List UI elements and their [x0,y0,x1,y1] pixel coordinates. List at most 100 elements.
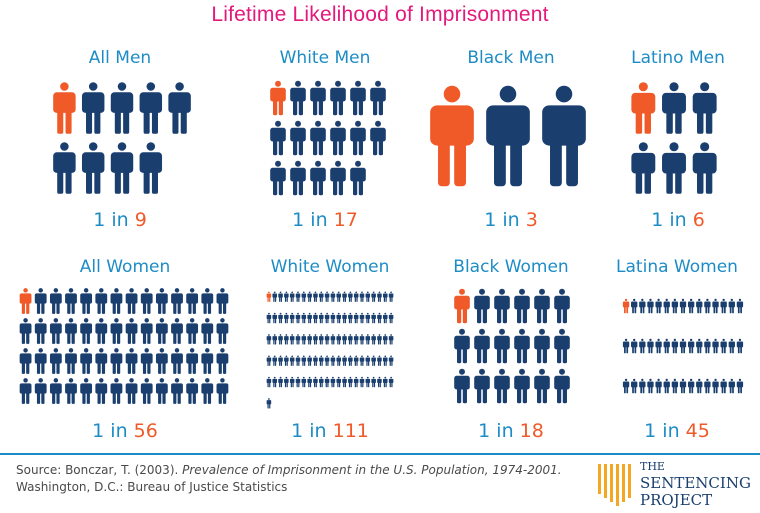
person-icon-group-5 [289,355,295,366]
chart-title: Lifetime Likelihood of Imprisonment [211,3,549,26]
person-icon-group-5 [295,291,301,302]
person-icon-group-5 [342,334,347,345]
person-icon-group-5 [266,398,272,409]
person-icon-group-5 [313,334,318,345]
person-icon-group-4 [155,288,168,314]
person-icon-group-5 [371,291,376,302]
person-icon-group-5 [336,312,341,324]
person-icon-group-5 [388,312,394,324]
person-icon-group-5 [272,355,277,366]
pictogram-area [19,80,744,409]
person-icon-group-5 [377,334,382,345]
logo-text-the: THE [640,460,665,473]
person-icon-group-5 [266,334,272,345]
person-icon-group-1 [350,120,366,156]
person-icon-group-5 [353,312,359,324]
person-icon-group-5 [371,376,376,388]
person-icon-group-5 [359,376,365,388]
person-icon-group-6 [494,368,510,404]
person-icon-group-6 [534,368,550,404]
person-icon-group-5 [284,334,289,345]
person-icon-group-5 [383,291,388,302]
person-icon-group-5 [307,355,312,366]
person-icon-group-7 [679,298,687,314]
person-icon-group-1 [290,160,306,196]
person-icon-group-0 [139,82,163,134]
group-label-black-men: Black Men [467,48,555,68]
person-icon-group-7 [663,298,670,314]
person-icon-group-5 [365,376,371,388]
person-icon-group-4 [186,378,199,404]
person-icon-group-5 [266,376,272,388]
person-icon-group-5 [301,291,307,302]
person-icon-group-4 [110,378,123,404]
person-icon-group-3 [662,142,686,194]
person-icon-group-6 [454,368,470,404]
person-icon-group-4 [65,288,77,314]
person-icon-group-7 [720,378,727,394]
person-icon-group-4 [95,288,108,314]
person-icon-group-4 [216,318,229,344]
person-icon-group-5 [307,312,312,324]
logo-text-sentencing: SENTENCING [640,474,751,492]
person-icon-group-4 [201,288,214,314]
person-icon-group-5 [289,334,295,345]
person-icon-group-4 [95,378,108,404]
person-icon-group-0 [168,82,191,134]
person-highlight-icon-group-3 [631,82,656,134]
person-icon-group-5 [342,376,347,388]
person-icon-group-0 [110,82,134,134]
person-icon-group-7 [704,378,711,394]
person-icon-group-4 [140,318,153,344]
person-icon-group-5 [377,312,382,324]
person-icon-group-5 [359,334,365,345]
person-icon-group-5 [371,334,376,345]
person-icon-group-4 [125,348,138,374]
person-icon-group-5 [330,312,336,324]
person-icon-group-1 [330,80,346,116]
source-title: Prevalence of Imprisonment in the U.S. P… [182,463,562,477]
group-label-all-women: All Women [79,257,171,277]
person-icon-group-7 [655,378,662,394]
person-icon-group-5 [295,312,301,324]
footer-divider [0,453,760,455]
person-icon-group-5 [330,355,336,366]
person-icon-group-3 [692,142,717,194]
person-icon-group-4 [125,378,138,404]
person-icon-group-5 [336,291,341,302]
person-icon-group-7 [647,298,654,314]
person-icon-group-7 [728,298,735,314]
person-icon-group-7 [696,338,703,354]
person-icon-group-5 [278,312,283,324]
person-icon-group-5 [342,291,347,302]
person-icon-group-5 [324,355,330,366]
person-icon-group-4 [110,288,123,314]
person-icon-group-0 [53,142,76,194]
person-icon-group-7 [647,338,654,354]
person-icon-group-6 [514,368,530,404]
person-icon-group-7 [671,298,679,314]
person-icon-group-5 [365,312,371,324]
person-icon-group-4 [65,348,77,374]
person-icon-group-7 [687,378,695,394]
person-icon-group-7 [720,298,727,314]
person-icon-group-5 [319,312,324,324]
person-icon-group-5 [272,334,277,345]
person-icon-group-5 [284,355,289,366]
person-icon-group-4 [201,348,214,374]
group-label-latino-men: Latino Men [631,48,725,68]
person-icon-group-4 [216,288,229,314]
person-icon-group-6 [494,288,510,324]
person-icon-group-4 [110,348,123,374]
person-icon-group-5 [278,334,283,345]
person-icon-group-7 [728,378,735,394]
person-icon-group-5 [272,376,277,388]
person-icon-group-4 [171,348,183,374]
person-icon-group-5 [359,355,365,366]
ratio-black-women: 1 in 18 [478,420,544,442]
person-icon-group-5 [359,312,365,324]
person-icon-group-4 [95,348,108,374]
person-icon-group-1 [290,120,306,156]
person-icon-group-4 [125,288,138,314]
group-label-white-women: White Women [270,257,390,277]
